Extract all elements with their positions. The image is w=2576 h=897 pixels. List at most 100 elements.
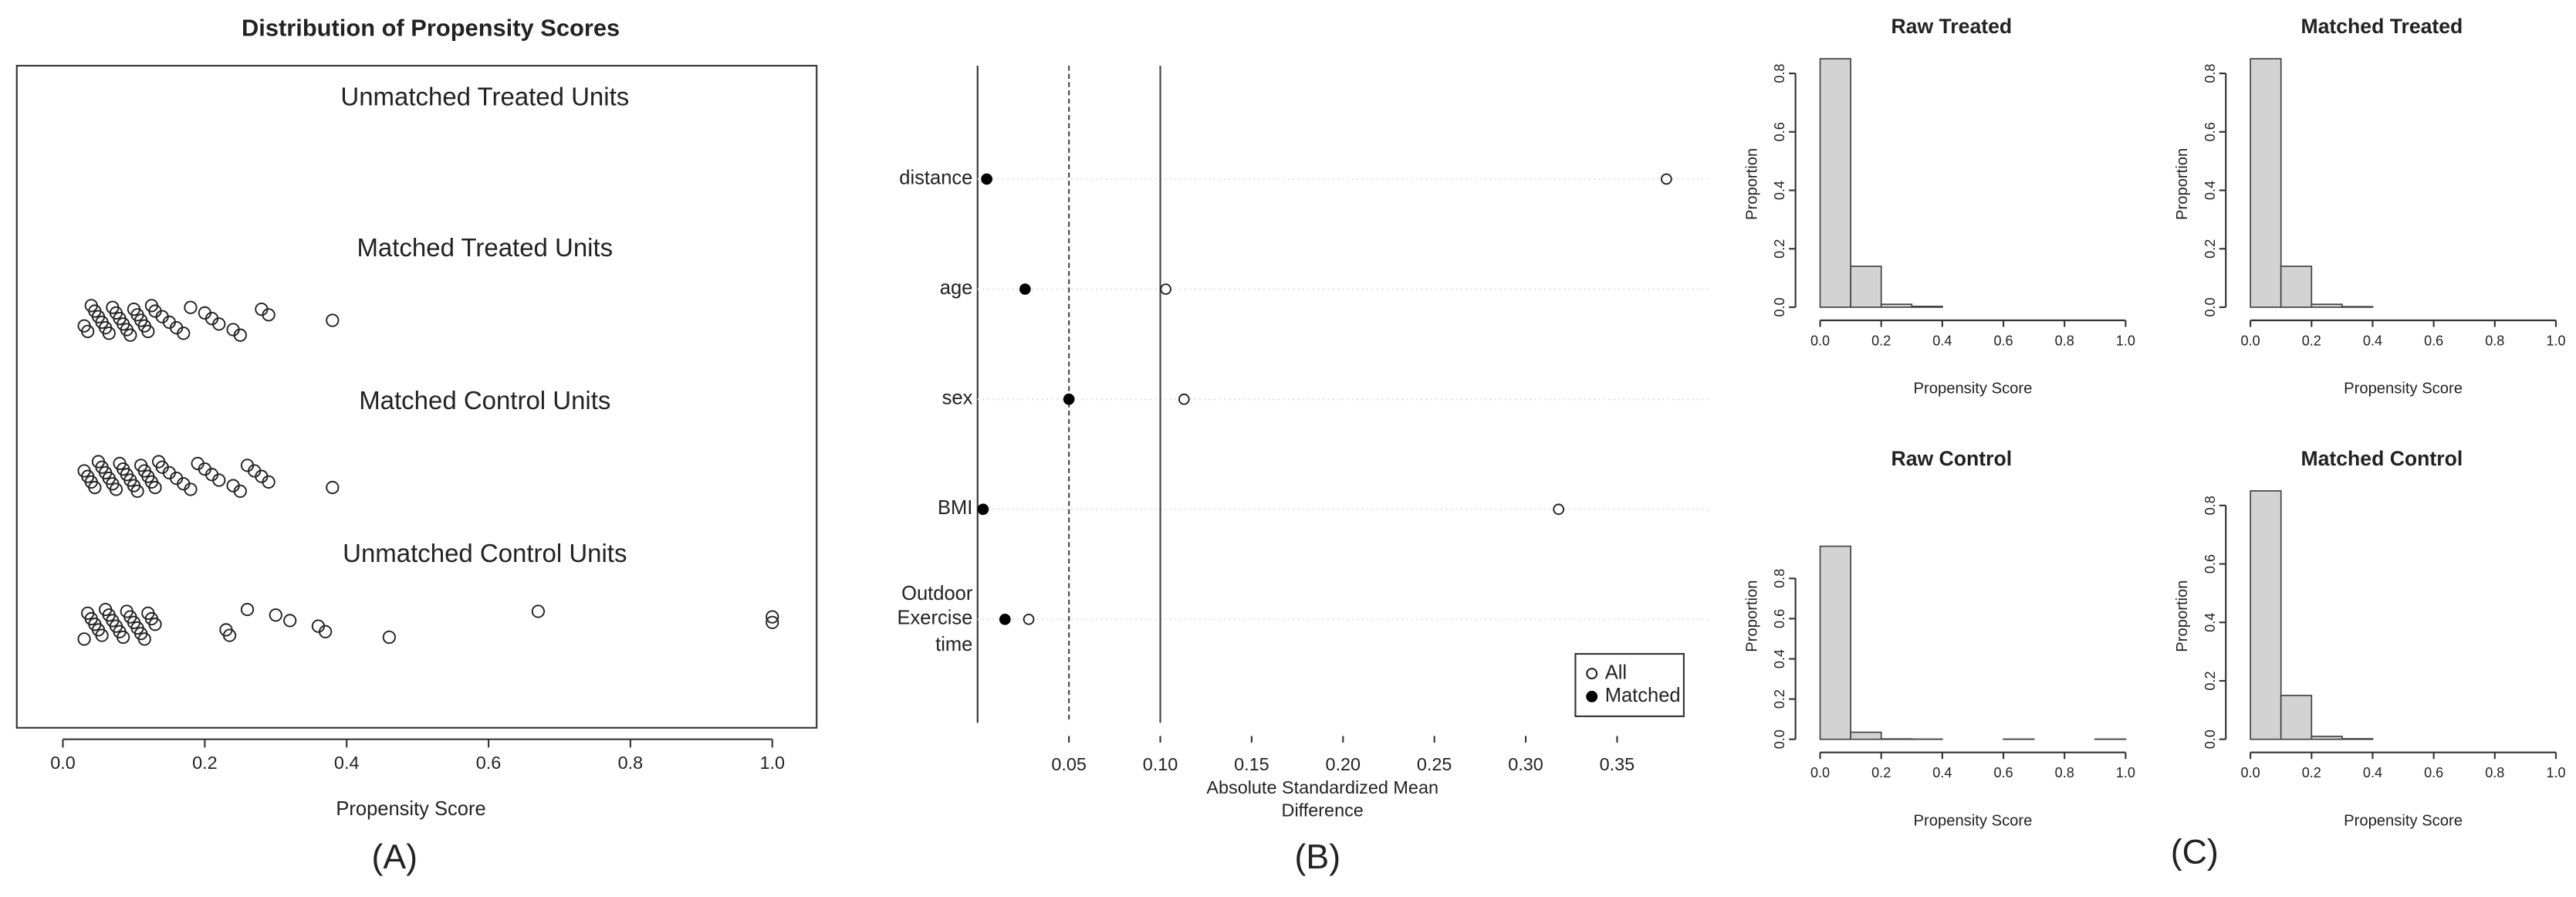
bar: [1850, 266, 1882, 308]
bar: [2311, 736, 2343, 740]
x-tick-label: 0.8: [2055, 333, 2074, 348]
point: [130, 484, 144, 498]
x-tick-label: 0.2: [2302, 765, 2321, 780]
plot-frame: [15, 65, 818, 729]
x-axis-label: Absolute Standardized Mean Difference: [1206, 778, 1438, 822]
x-tick-label: 0.8: [2485, 765, 2504, 780]
x-axis-label: Propensity Score: [2344, 381, 2463, 398]
y-tick-label: 0.8: [2202, 496, 2218, 515]
point: [1023, 613, 1035, 625]
y-tick-label: 0.4: [2202, 181, 2218, 200]
bar: [2250, 490, 2282, 740]
x-tick-label: 0.8: [2485, 333, 2504, 348]
y-tick-label: 0.6: [2202, 554, 2218, 574]
category-label-box: BMI: [938, 496, 972, 520]
point: [177, 327, 191, 340]
x-axis-label: Propensity Score: [1914, 812, 2033, 829]
y-tick-label: 0.2: [2202, 671, 2218, 690]
x-tick-label: 0.8: [618, 753, 644, 773]
x-tick-label: 0.2: [192, 753, 218, 773]
point: [222, 628, 237, 642]
bar: [2311, 303, 2343, 308]
y-tick-label: 0.8: [1772, 64, 1787, 83]
legend-marker: [1586, 690, 1598, 702]
x-tick-label: 0.2: [2302, 333, 2321, 348]
point: [212, 473, 226, 487]
point: [184, 482, 198, 496]
point: [148, 480, 162, 495]
bar: [1819, 545, 1851, 740]
x-axis-label: Propensity Score: [2344, 812, 2463, 829]
bar: [1850, 731, 1882, 740]
category-label-box: Outdoor Exercise time: [897, 581, 973, 655]
x-axis-label: Propensity Score: [336, 798, 485, 820]
x-tick-label: 0.0: [1810, 333, 1830, 348]
x-tick-label: 0.0: [2241, 333, 2260, 348]
y-tick-label: 0.0: [2202, 729, 2218, 749]
point: [1160, 283, 1171, 295]
y-tick-label: 0.0: [2202, 297, 2218, 316]
point: [240, 602, 255, 617]
point: [233, 328, 247, 342]
point: [1063, 393, 1075, 405]
x-tick-label: 0.4: [2363, 333, 2382, 348]
point: [981, 173, 992, 185]
point: [319, 625, 333, 638]
point: [1019, 283, 1031, 295]
point: [88, 480, 102, 495]
point: [184, 300, 198, 314]
category-label-box: age: [940, 276, 973, 300]
point: [233, 484, 247, 498]
chart-title: Matched Treated: [2300, 15, 2463, 38]
y-tick-label: 0.8: [1772, 569, 1787, 588]
point: [109, 482, 123, 496]
bar: [1880, 738, 1913, 740]
point: [123, 328, 137, 342]
y-tick-label: 0.4: [1772, 649, 1787, 669]
y-tick-label: 0.0: [1772, 729, 1787, 749]
panel-label: (A): [371, 838, 418, 876]
point: [977, 503, 989, 516]
category-label-box: sex: [941, 386, 973, 410]
category-label: sex: [941, 386, 973, 410]
point: [81, 324, 95, 338]
panel-label: (B): [1295, 838, 1341, 876]
point: [212, 317, 226, 331]
point: [137, 632, 151, 646]
point: [262, 475, 276, 489]
x-tick-label: 0.0: [50, 753, 76, 773]
chart-title: Distribution of Propensity Scores: [242, 14, 620, 41]
chart-title: Matched Control: [2300, 447, 2463, 470]
point: [326, 313, 340, 327]
point: [148, 618, 162, 631]
point: [269, 608, 282, 622]
legend-marker: [1586, 668, 1598, 680]
point: [141, 324, 155, 338]
y-tick-label: 0.4: [2202, 613, 2218, 632]
point: [382, 630, 396, 645]
x-tick-label: 0.10: [1143, 754, 1178, 774]
point: [77, 632, 91, 646]
y-tick-label: 0.6: [1772, 609, 1787, 628]
x-tick-label: 1.0: [2546, 333, 2565, 348]
category-label: Outdoor Exercise time: [897, 581, 973, 655]
x-tick-label: 0.0: [2241, 765, 2260, 780]
x-tick-label: 0.20: [1326, 754, 1361, 774]
point: [1661, 173, 1672, 185]
y-axis-label: Proportion: [2174, 580, 2191, 652]
group-label: Unmatched Control Units: [343, 539, 627, 567]
point: [283, 614, 297, 628]
point: [326, 480, 340, 495]
point: [766, 610, 779, 624]
x-tick-label: 0.2: [1871, 333, 1891, 348]
x-tick-label: 0.30: [1508, 754, 1543, 774]
y-tick-label: 0.4: [1772, 181, 1787, 200]
point: [117, 630, 130, 645]
y-tick-label: 0.6: [1772, 122, 1787, 141]
point: [262, 308, 276, 322]
group-label: Unmatched Treated Units: [340, 82, 629, 110]
legend-box: [1574, 652, 1685, 717]
x-tick-label: 0.6: [2424, 765, 2443, 780]
y-tick-label: 0.0: [1772, 297, 1787, 316]
